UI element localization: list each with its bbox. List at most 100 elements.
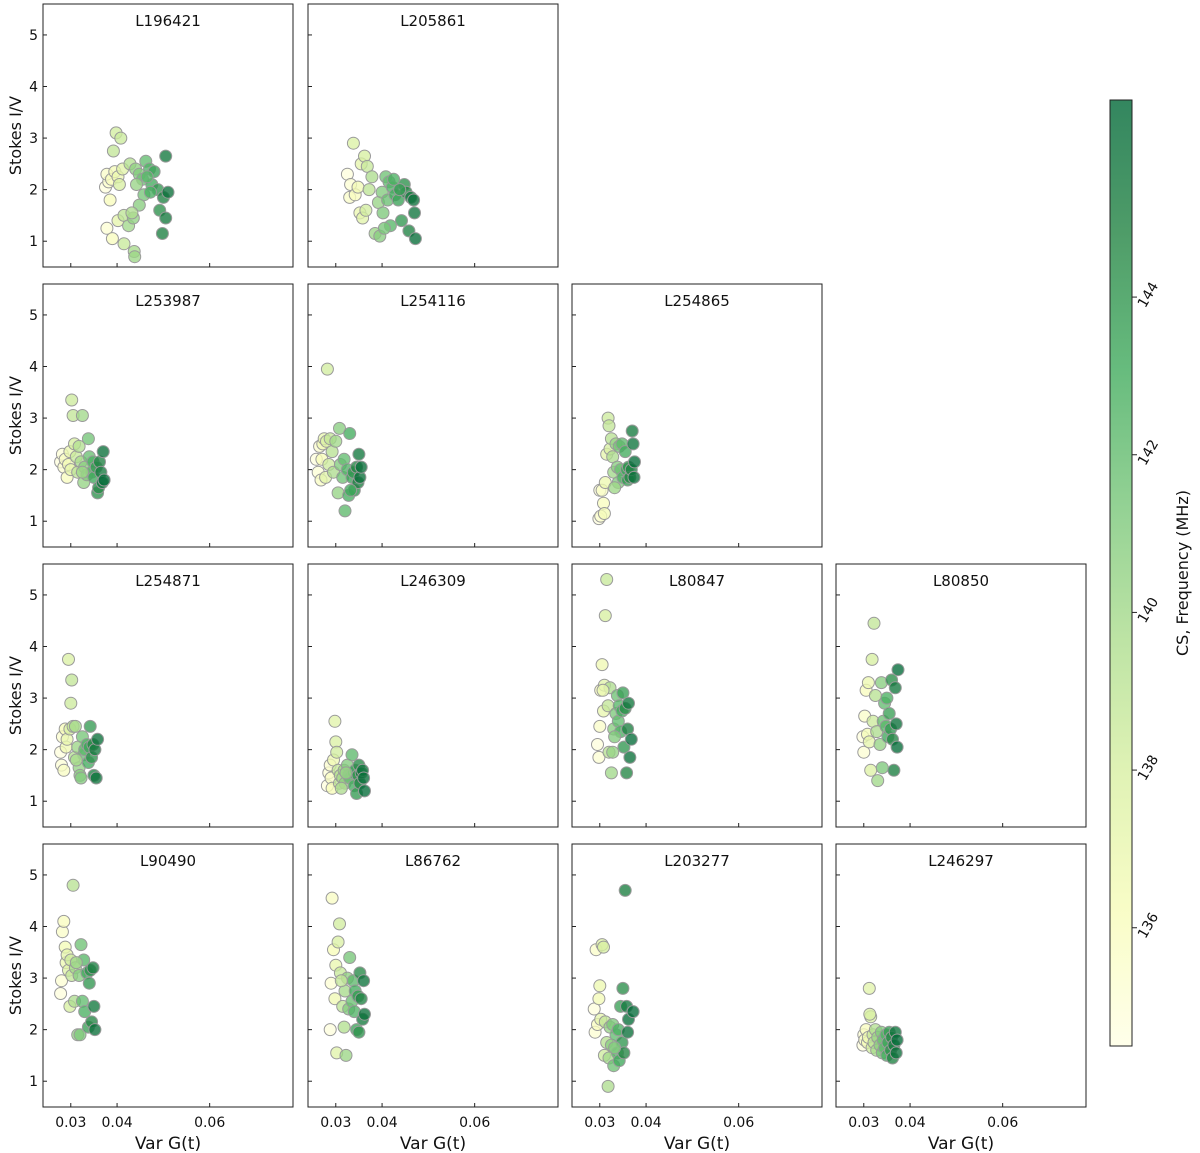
data-point: [338, 504, 352, 518]
y-tick-label: 3: [29, 131, 38, 147]
data-point: [408, 206, 421, 220]
data-point: [351, 180, 365, 194]
panel-L90490: 1 2 3 4 5 0.03 0.04 0.06 L90490 Stokes I/V Var G(t…: [6, 843, 294, 1153]
data-point: [339, 1048, 353, 1062]
panel-title: L254871: [135, 572, 201, 590]
x-tick-label: 0.04: [101, 1115, 132, 1131]
panel-L86762: 0.03 0.04 0.06 L86762 Var G(t): [307, 843, 559, 1153]
data-point: [128, 250, 142, 264]
data-point: [863, 1007, 877, 1021]
y-axis-label: Stokes I/V: [6, 96, 25, 175]
x-tick-label: 0.04: [366, 1115, 397, 1131]
panel-title: L254865: [664, 292, 730, 310]
data-point: [159, 149, 173, 163]
y-tick-label: 2: [29, 183, 38, 199]
data-point: [82, 976, 96, 990]
x-tick-label: 0.04: [630, 1115, 661, 1131]
data-point: [62, 652, 75, 666]
data-point: [627, 470, 641, 484]
y-tick-label: 1: [29, 234, 38, 250]
data-point: [88, 1023, 102, 1037]
panel-L80847: L80847: [571, 563, 823, 828]
data-point: [331, 486, 345, 500]
data-point: [75, 409, 89, 422]
data-point: [592, 992, 606, 1006]
data-point: [161, 185, 175, 199]
data-point: [96, 445, 110, 459]
data-point: [54, 987, 68, 1000]
data-point: [625, 424, 639, 438]
data-point: [333, 421, 346, 435]
colorbar-tick-label: 144: [1135, 279, 1162, 310]
panel-L246297: 0.03 0.04 0.06 L246297 Var G(t): [835, 843, 1087, 1153]
data-point: [618, 883, 632, 897]
data-point: [608, 730, 622, 744]
data-point: [106, 144, 120, 158]
panel-L80850: L80850: [835, 563, 1087, 828]
data-point: [602, 419, 616, 433]
panel-title: L254116: [400, 292, 466, 310]
data-point: [608, 481, 622, 495]
panel-title: L246309: [400, 572, 466, 590]
data-point: [592, 750, 606, 764]
data-point: [352, 1025, 366, 1039]
data-point: [604, 766, 618, 780]
data-point: [593, 719, 607, 733]
data-point: [114, 131, 128, 145]
data-point: [140, 170, 154, 184]
data-point: [864, 763, 878, 777]
data-point: [888, 681, 902, 695]
data-point: [57, 914, 71, 928]
data-point: [103, 193, 117, 207]
x-tick-label: 0.03: [55, 1115, 86, 1131]
x-axis-label: Var G(t): [928, 1134, 994, 1153]
data-point: [87, 999, 101, 1013]
data-point: [334, 781, 348, 795]
y-tick-label: 3: [29, 971, 38, 987]
data-point: [343, 951, 357, 964]
panel-title: L246297: [928, 852, 994, 870]
data-point: [880, 691, 894, 705]
x-axis-label: Var G(t): [135, 1134, 201, 1153]
panel-title: L86762: [405, 852, 461, 870]
data-point: [329, 434, 343, 448]
data-point: [72, 439, 86, 453]
data-point: [597, 940, 610, 954]
y-axis-label: Stokes I/V: [6, 656, 25, 735]
x-tick-label: 0.06: [723, 1115, 754, 1131]
data-point: [105, 232, 119, 246]
colorbar: 136 138 140 142 144 CS, Frequency (MHz): [1109, 99, 1192, 1047]
data-point: [621, 1025, 635, 1039]
data-point: [889, 1046, 903, 1060]
y-tick-label: 2: [29, 1023, 38, 1039]
x-tick-label: 0.06: [194, 1115, 225, 1131]
y-tick-label: 1: [29, 1074, 38, 1090]
data-point: [867, 616, 881, 630]
data-point: [617, 740, 631, 754]
data-point: [143, 185, 157, 199]
data-point: [334, 974, 348, 988]
data-point: [81, 432, 95, 446]
data-point: [890, 740, 904, 754]
data-point: [320, 362, 334, 376]
panel-frame: [571, 563, 823, 828]
data-point: [91, 732, 105, 746]
data-point: [69, 956, 83, 970]
colorbar-tick-label: 140: [1135, 595, 1162, 626]
x-tick-label: 0.03: [584, 1115, 615, 1131]
data-point: [354, 992, 368, 1006]
data-point: [159, 211, 173, 225]
y-tick-label: 5: [29, 588, 38, 604]
data-point: [873, 738, 887, 751]
data-point: [597, 507, 611, 520]
y-tick-label: 4: [29, 920, 38, 936]
data-point: [407, 193, 421, 207]
data-point: [55, 974, 68, 988]
panel-frame: [42, 843, 294, 1108]
data-point: [358, 1007, 371, 1021]
y-tick-label: 1: [29, 514, 38, 530]
panel-L246309: L246309: [307, 563, 559, 828]
data-point: [387, 172, 401, 186]
panel-title: L90490: [140, 852, 196, 870]
data-point: [628, 455, 641, 469]
